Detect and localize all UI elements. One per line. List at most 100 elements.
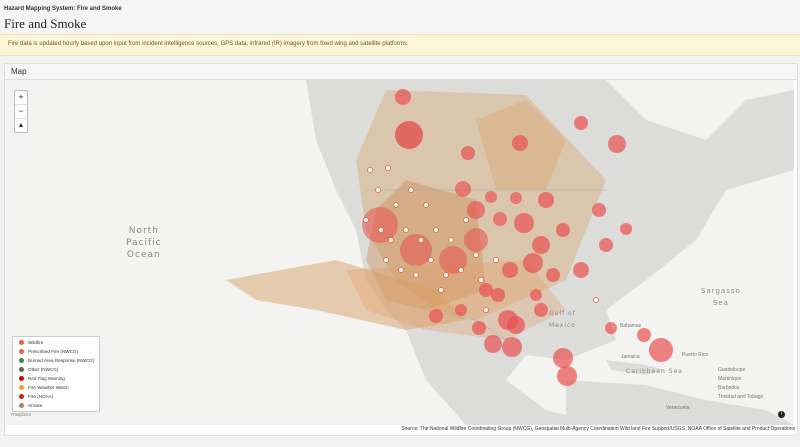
fire-cluster[interactable] (512, 135, 528, 151)
info-alert: Fire data is updated hourly based upon i… (0, 34, 800, 56)
fire-cluster[interactable] (439, 246, 467, 274)
map-canvas[interactable] (6, 80, 794, 425)
wildfire-marker[interactable] (383, 257, 389, 263)
fire-cluster[interactable] (485, 191, 497, 203)
fire-cluster[interactable] (574, 116, 588, 130)
fire-cluster[interactable] (395, 121, 423, 149)
fire-cluster[interactable] (592, 203, 606, 217)
fire-cluster[interactable] (455, 181, 471, 197)
us-mexico-border (425, 309, 507, 341)
wildfire-marker[interactable] (385, 165, 391, 171)
fire-weather-icon (19, 385, 24, 391)
fire-cluster[interactable] (472, 321, 486, 335)
wildfire-marker[interactable] (478, 277, 484, 283)
fire-cluster[interactable] (620, 223, 632, 235)
breadcrumb: Hazard Mapping System: Fire and Smoke (4, 6, 122, 12)
fire-cluster[interactable] (479, 283, 493, 297)
fire-cluster[interactable] (553, 348, 573, 368)
fire-cluster[interactable] (556, 223, 570, 237)
fire-cluster[interactable] (400, 234, 432, 266)
fire-cluster[interactable] (599, 238, 613, 252)
wildfire-markers[interactable] (363, 165, 599, 313)
wildfire-marker[interactable] (413, 272, 419, 278)
reset-north-button[interactable]: ▲ (17, 122, 25, 129)
fire-cluster[interactable] (455, 304, 467, 316)
burned-area-icon (19, 358, 24, 364)
fire-cluster[interactable] (464, 228, 488, 252)
legend-item-other: Other (NWCG) (19, 367, 58, 375)
wildfire-marker[interactable] (448, 237, 454, 243)
wildfire-marker[interactable] (433, 227, 439, 233)
place-label: Puerto Rico (682, 352, 709, 358)
fire-cluster[interactable] (523, 253, 543, 273)
wildfire-marker[interactable] (367, 167, 373, 173)
wildfire-marker[interactable] (375, 187, 381, 193)
fire-cluster[interactable] (649, 338, 673, 362)
red-flag-icon (19, 376, 24, 382)
wildfire-marker[interactable] (473, 252, 479, 258)
south-america-land (566, 380, 794, 425)
wildfire-marker[interactable] (458, 267, 464, 273)
mapbox-logo[interactable]: mapbox (11, 412, 32, 418)
wildfire-marker[interactable] (463, 217, 469, 223)
fire-cluster[interactable] (429, 309, 443, 323)
wildfire-marker[interactable] (428, 257, 434, 263)
fire-cluster[interactable] (484, 335, 502, 353)
wildfire-marker[interactable] (438, 287, 444, 293)
wildfire-marker[interactable] (493, 257, 499, 263)
fire-cluster[interactable] (362, 207, 398, 243)
fire-clusters[interactable] (362, 89, 673, 386)
fire-cluster[interactable] (514, 213, 534, 233)
zoom-in-button[interactable]: + (15, 91, 27, 105)
fire-cluster[interactable] (502, 262, 518, 278)
wildfire-marker[interactable] (418, 237, 424, 243)
noaa-fire-icon (19, 394, 24, 400)
legend-item-smoke: Smoke (19, 403, 42, 411)
fire-cluster[interactable] (538, 192, 554, 208)
wildfire-marker[interactable] (483, 307, 489, 313)
smoke-plume (226, 260, 466, 330)
place-label: Bahamas (620, 323, 642, 329)
fire-cluster[interactable] (491, 288, 505, 302)
ocean-label-caribbean: Caribbean Sea (626, 368, 683, 375)
fire-cluster[interactable] (493, 212, 507, 226)
wildfire-marker[interactable] (388, 237, 394, 243)
wildfire-marker[interactable] (393, 202, 399, 208)
fire-cluster[interactable] (637, 328, 651, 342)
place-label: Guadeloupe (718, 367, 746, 373)
wildfire-marker[interactable] (363, 217, 369, 223)
fire-cluster[interactable] (461, 146, 475, 160)
fire-cluster[interactable] (530, 289, 542, 301)
fire-cluster[interactable] (510, 192, 522, 204)
fire-cluster[interactable] (573, 262, 589, 278)
cuba-land (606, 360, 666, 375)
fire-cluster[interactable] (605, 322, 617, 334)
legend-item-fire-weather: Fire Weather Watch (19, 385, 69, 393)
wildfire-marker[interactable] (403, 227, 409, 233)
wildfire-marker[interactable] (378, 227, 384, 233)
fire-cluster[interactable] (557, 366, 577, 386)
fire-cluster[interactable] (502, 337, 522, 357)
panel-title: Map (11, 67, 27, 76)
legend-item-burned: Burned Area Response (NWCG) (19, 358, 94, 366)
north-america-land (306, 80, 794, 425)
wildfire-marker[interactable] (408, 187, 414, 193)
fire-cluster[interactable] (546, 268, 560, 282)
wildfire-marker[interactable] (398, 267, 404, 273)
fire-cluster[interactable] (608, 135, 626, 153)
fire-cluster[interactable] (534, 303, 548, 317)
fire-smoke-map[interactable]: + − ▲ North Pacific Ocean Sargasso Sea Gulf… (6, 80, 794, 425)
wildfire-marker[interactable] (423, 202, 429, 208)
info-icon[interactable]: i (778, 411, 785, 418)
header: Hazard Mapping System: Fire and Smoke Fi… (0, 0, 800, 34)
map-legend: Wildfire Prescribed Fire (NWCG) Burned A… (12, 336, 100, 412)
wildfire-marker[interactable] (443, 272, 449, 278)
fire-cluster[interactable] (498, 310, 518, 330)
ocean-label-sargasso: Sargasso Sea (701, 287, 741, 307)
zoom-control[interactable]: + − ▲ (14, 90, 28, 133)
fire-cluster[interactable] (467, 201, 485, 219)
wildfire-marker[interactable] (593, 297, 599, 303)
fire-cluster[interactable] (532, 236, 550, 254)
fire-cluster[interactable] (395, 89, 411, 105)
zoom-out-button[interactable]: − (15, 105, 27, 119)
